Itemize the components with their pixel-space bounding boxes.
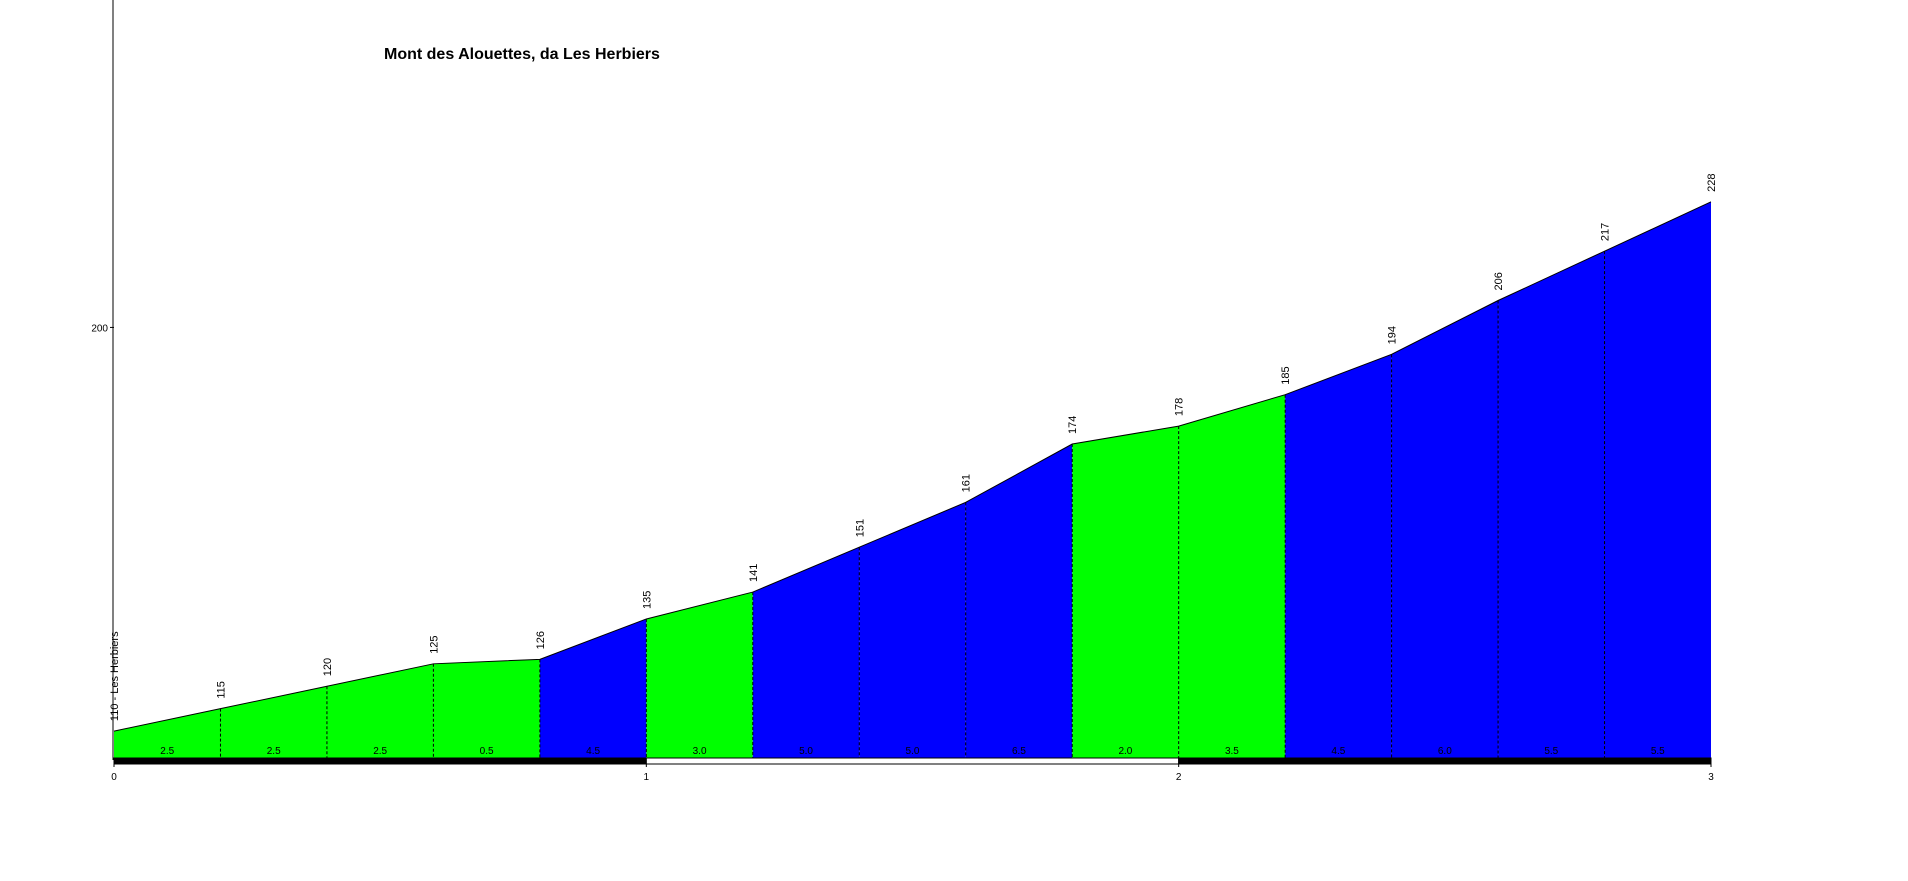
segment-area [1391, 300, 1499, 758]
elevation-label: 217 [1600, 223, 1612, 241]
gradient-label: 0.5 [480, 746, 494, 757]
elevation-label: 161 [961, 474, 973, 492]
gradient-label: 6.5 [1012, 746, 1026, 757]
gradient-label: 2.0 [1118, 746, 1132, 757]
elevation-label: 115 [215, 681, 227, 699]
segment-area [1072, 426, 1179, 758]
gradient-label: 2.5 [373, 746, 387, 757]
gradient-label: 3.0 [693, 746, 707, 757]
segment-area [752, 547, 860, 758]
segment-area [326, 663, 434, 758]
chart-title: Mont des Alouettes, da Les Herbiers [384, 46, 660, 63]
elevation-label: 228 [1706, 173, 1718, 191]
segment-area [114, 708, 221, 758]
segment-area [220, 686, 327, 758]
gradient-label: 5.0 [799, 746, 813, 757]
elevation-label: 194 [1387, 326, 1399, 344]
gradient-label: 5.5 [1651, 746, 1665, 757]
segment-area [539, 618, 647, 758]
segment-area [433, 659, 540, 758]
gradient-label: 3.5 [1225, 746, 1239, 757]
elevation-label: 206 [1493, 272, 1505, 290]
elevation-label: 151 [854, 519, 866, 537]
elevation-label: 141 [748, 564, 760, 582]
x-tick-label: 2 [1176, 772, 1182, 783]
gradient-label: 4.5 [586, 746, 600, 757]
segment-area [1178, 394, 1286, 758]
segment-area [1498, 251, 1605, 758]
x-tick-label: 3 [1708, 772, 1714, 783]
elevation-label: 185 [1280, 366, 1292, 384]
x-tick-label: 1 [644, 772, 650, 783]
y-tick-label: 200 [91, 323, 108, 334]
elevation-label: 110 - Les Herbiers [109, 631, 121, 721]
gradient-label: 4.5 [1331, 746, 1345, 757]
gradient-label: 6.0 [1438, 746, 1452, 757]
gradient-label: 2.5 [267, 746, 281, 757]
km-bar [1178, 757, 1712, 765]
elevation-label: 125 [428, 635, 440, 653]
elevation-label: 120 [322, 658, 334, 676]
profile-line [113, 201, 1712, 732]
segment-area [1604, 201, 1711, 758]
segment-area [646, 592, 753, 758]
segment-area [965, 444, 1073, 758]
gradient-label: 2.5 [160, 746, 174, 757]
km-bar [645, 757, 1180, 765]
elevation-label: 135 [641, 591, 653, 609]
km-bar [113, 757, 647, 765]
gradient-label: 5.5 [1544, 746, 1558, 757]
x-tick-label: 0 [111, 772, 117, 783]
elevation-label: 178 [1174, 398, 1186, 416]
segment-area [859, 502, 966, 758]
gradient-label: 5.0 [906, 746, 920, 757]
elevation-label: 174 [1067, 416, 1079, 434]
segment-area [1285, 354, 1392, 758]
elevation-label: 126 [535, 631, 547, 649]
